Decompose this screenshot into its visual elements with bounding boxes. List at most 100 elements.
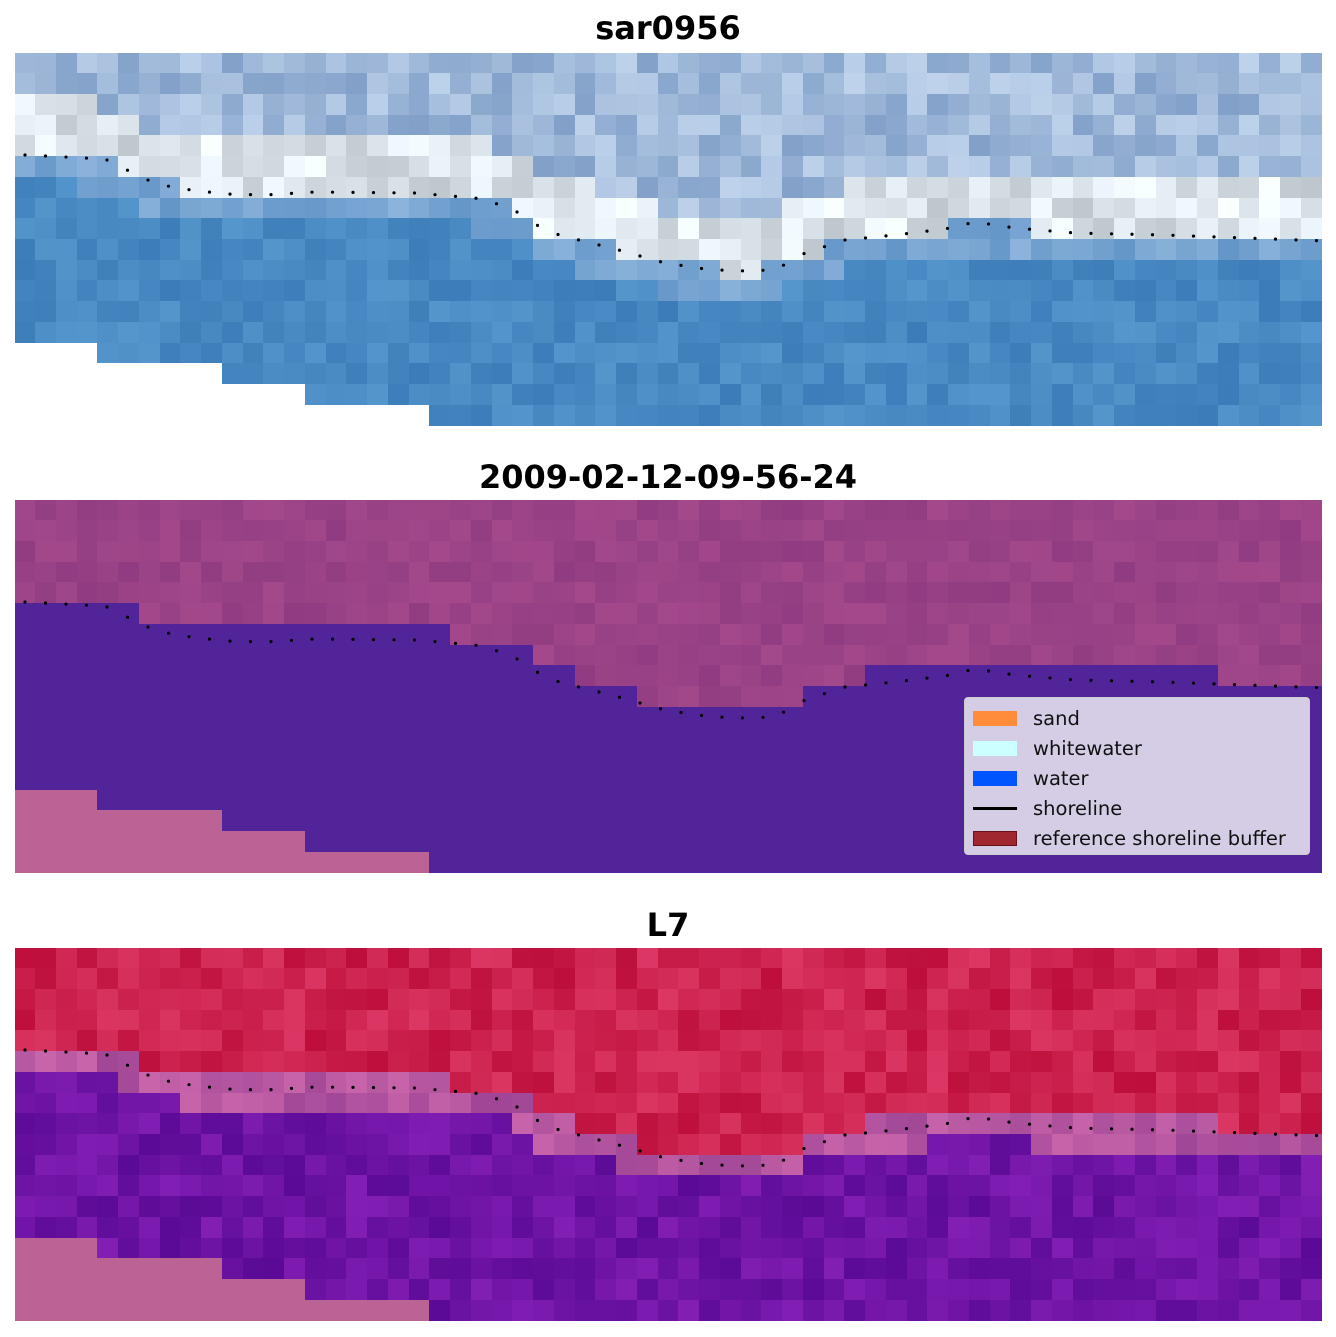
reference-buffer-swatch-icon	[973, 831, 1017, 847]
shoreline-point	[187, 1083, 191, 1087]
shoreline-point	[1027, 674, 1032, 678]
shoreline-point	[474, 196, 478, 200]
legend-label-shoreline: shoreline	[1033, 797, 1123, 821]
shoreline-point	[576, 1133, 581, 1137]
shoreline-point	[474, 1091, 478, 1095]
shoreline-point	[535, 223, 540, 227]
shoreline-point	[638, 1149, 642, 1153]
sand-swatch-icon	[973, 710, 1017, 726]
shoreline-point	[64, 602, 68, 606]
shoreline-point	[863, 683, 868, 687]
shoreline-point	[1130, 232, 1134, 236]
shoreline-point	[1089, 678, 1093, 682]
shoreline-point	[617, 248, 622, 252]
shoreline-point	[904, 679, 909, 683]
shoreline-point	[494, 1097, 499, 1101]
shoreline-point	[679, 710, 683, 714]
shoreline-point	[945, 673, 950, 678]
shoreline-point	[1109, 232, 1114, 236]
shoreline-point	[1130, 679, 1134, 683]
shoreline-point	[494, 649, 499, 653]
shoreline-point	[740, 269, 745, 273]
shoreline-point	[289, 1086, 294, 1091]
whitewater-swatch-icon	[973, 740, 1017, 756]
shoreline-point	[1294, 1133, 1298, 1137]
shoreline-point	[556, 232, 560, 237]
shoreline-point	[269, 193, 273, 197]
shoreline-point	[966, 1117, 970, 1121]
legend-label-water: water	[1033, 766, 1089, 790]
shoreline-point	[1314, 686, 1319, 690]
shoreline-point	[248, 1088, 253, 1092]
shoreline-point	[453, 1089, 458, 1093]
shoreline-point	[207, 637, 212, 641]
shoreline-point	[843, 238, 847, 242]
shoreline-point	[720, 1163, 724, 1167]
shoreline-point	[515, 1105, 519, 1109]
shoreline-point	[248, 193, 253, 197]
shoreline-point	[310, 637, 314, 641]
shoreline-point	[1232, 236, 1237, 240]
shoreline-point	[1171, 1128, 1175, 1132]
legend-item-sand: sand	[973, 703, 1301, 733]
shoreline-point	[1007, 225, 1011, 229]
shoreline-point	[638, 701, 642, 705]
shoreline-point	[1294, 238, 1298, 242]
shoreline-point	[884, 1129, 888, 1133]
shoreline-point	[1191, 1129, 1196, 1133]
shoreline-point	[904, 1127, 909, 1131]
shoreline-point	[1253, 1131, 1257, 1135]
shoreline-point	[720, 268, 724, 272]
shoreline-point	[1191, 681, 1196, 685]
shoreline-point	[166, 1079, 171, 1083]
shoreline-overlay-1	[23, 153, 1319, 273]
shoreline-point	[494, 202, 499, 206]
shoreline-point	[863, 236, 868, 240]
shoreline-point	[597, 243, 601, 247]
shoreline-point	[146, 1073, 150, 1077]
shoreline-point	[43, 1049, 48, 1053]
legend-item-whitewater: whitewater	[973, 733, 1301, 763]
legend-label-sand: sand	[1033, 706, 1080, 730]
legend-item-shoreline: shoreline	[973, 794, 1301, 824]
shoreline-point	[248, 640, 253, 644]
shoreline-point	[802, 698, 806, 703]
false-color-image-panel	[15, 948, 1322, 1321]
shoreline-point	[945, 1121, 950, 1126]
shoreline-point	[125, 615, 130, 619]
shoreline-point	[966, 222, 970, 226]
shoreline-point	[1150, 233, 1155, 237]
shoreline-point	[822, 692, 827, 696]
shoreline-point	[433, 193, 437, 197]
shoreline-point	[884, 681, 888, 685]
shoreline-point	[1089, 1126, 1093, 1130]
legend-label-reference-buffer: reference shoreline buffer	[1033, 827, 1286, 851]
shoreline-point	[1109, 1127, 1114, 1131]
shoreline-point	[884, 234, 888, 238]
shoreline-point	[1191, 234, 1196, 238]
shoreline-point	[105, 605, 109, 609]
shoreline-point	[904, 232, 909, 236]
shoreline-point	[617, 1143, 622, 1147]
shoreline-point	[1048, 1124, 1052, 1128]
shoreline-point	[412, 1086, 417, 1090]
shoreline-point	[371, 637, 376, 642]
shoreline-point	[699, 713, 704, 718]
shoreline-point	[515, 657, 519, 661]
shoreline-point	[740, 716, 745, 720]
shoreline-point	[802, 1146, 806, 1151]
shoreline-point	[330, 1085, 335, 1089]
shoreline-point	[269, 640, 273, 644]
shoreline-point	[843, 685, 847, 689]
shoreline-point	[576, 238, 581, 242]
shoreline-point	[166, 631, 171, 635]
shoreline-point	[43, 154, 48, 158]
shoreline-point	[207, 190, 212, 194]
shoreline-point	[617, 695, 622, 699]
shoreline-point	[1068, 231, 1073, 235]
shoreline-point	[371, 190, 376, 195]
shoreline-point	[453, 194, 458, 198]
shoreline-point	[1150, 680, 1155, 684]
shoreline-point	[925, 676, 929, 680]
shoreline-point	[146, 625, 150, 629]
